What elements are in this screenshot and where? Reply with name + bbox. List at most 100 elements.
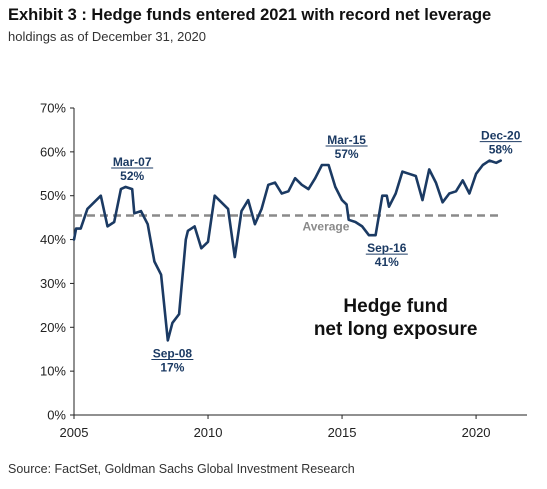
data-point	[153, 260, 156, 263]
data-point	[160, 273, 163, 276]
annotation-value: 17%	[160, 360, 184, 374]
x-tick-label: 2020	[462, 425, 491, 440]
annotation-date: Dec-20	[481, 129, 521, 143]
data-point	[73, 238, 75, 241]
data-point	[341, 199, 343, 202]
data-point	[171, 322, 174, 324]
data-point	[287, 190, 290, 193]
data-point	[124, 186, 127, 188]
data-point	[79, 227, 82, 230]
source-note: Source: FactSet, Goldman Sachs Global In…	[8, 462, 355, 476]
annotation-value: 52%	[120, 169, 144, 183]
data-point	[106, 225, 109, 228]
y-tick-label: 40%	[40, 232, 66, 247]
y-tick-label: 10%	[40, 364, 66, 379]
annotation-value: 57%	[335, 147, 359, 161]
data-point	[280, 192, 283, 195]
data-point	[240, 210, 243, 213]
y-tick-label: 60%	[40, 144, 66, 159]
data-point	[345, 203, 348, 206]
data-point	[193, 225, 196, 228]
data-point	[385, 194, 388, 197]
data-point	[354, 221, 357, 223]
data-point	[178, 313, 181, 315]
y-tick-label: 50%	[40, 188, 66, 203]
data-point	[213, 194, 216, 197]
data-point	[461, 179, 464, 182]
data-point	[184, 238, 187, 241]
annotation-value: 41%	[375, 255, 399, 269]
data-point	[414, 175, 417, 177]
data-point	[475, 172, 477, 175]
data-point	[75, 227, 77, 230]
chart-title: Exhibit 3 : Hedge funds entered 2021 wit…	[8, 6, 492, 24]
data-point	[394, 192, 397, 195]
data-point	[381, 194, 384, 197]
data-point	[361, 225, 364, 228]
data-point	[254, 223, 256, 226]
data-point	[448, 192, 451, 195]
inline-label-line: Hedge fund	[343, 296, 448, 317]
annotation-value: 58%	[489, 143, 513, 157]
annotation-date: Mar-07	[113, 155, 152, 169]
y-tick-label: 20%	[40, 320, 66, 335]
data-point	[200, 247, 203, 250]
data-point	[99, 194, 102, 197]
data-point	[347, 218, 350, 221]
data-point	[368, 234, 370, 237]
y-tick-label: 30%	[40, 276, 66, 291]
data-point	[307, 188, 310, 191]
data-point	[140, 210, 142, 213]
data-point	[455, 190, 457, 193]
data-point	[86, 208, 89, 210]
x-tick-label: 2015	[328, 425, 357, 440]
annotation-date: Sep-08	[153, 346, 193, 360]
series-line	[72, 159, 503, 342]
x-tick-label: 2005	[60, 425, 89, 440]
data-point	[401, 170, 404, 173]
data-point	[220, 201, 223, 204]
data-point	[294, 177, 296, 180]
data-point	[314, 177, 317, 180]
data-point	[267, 183, 270, 186]
data-point	[441, 201, 444, 204]
data-point	[495, 161, 498, 164]
annotation-date: Mar-15	[327, 133, 366, 147]
data-point	[468, 192, 471, 195]
data-point	[233, 256, 236, 258]
chart-subtitle: holdings as of December 31, 2020	[8, 29, 207, 44]
data-point	[374, 234, 377, 237]
data-point	[428, 168, 431, 171]
data-point	[207, 240, 209, 243]
data-point	[133, 212, 136, 215]
axes: 0% 10% 20% 30% 40% 50% 60% 70% 2005 2010 2015 2020	[40, 101, 527, 440]
data-point	[327, 164, 330, 166]
data-point	[435, 181, 437, 184]
data-point	[274, 181, 276, 184]
annotation-date: Sep-16	[367, 241, 407, 255]
data-point	[421, 199, 424, 202]
average-line-group: Average	[74, 214, 501, 233]
average-label: Average	[303, 219, 350, 233]
series-group	[72, 159, 503, 342]
data-point	[408, 172, 410, 175]
data-point	[499, 159, 502, 162]
data-point	[321, 164, 323, 166]
data-point	[388, 205, 390, 208]
y-tick-label: 0%	[47, 408, 66, 423]
x-tick-label: 2010	[194, 425, 223, 440]
data-point	[131, 188, 134, 191]
data-point	[488, 159, 491, 162]
data-point	[300, 183, 303, 186]
data-point	[113, 221, 116, 223]
data-point	[166, 339, 169, 342]
data-point	[260, 208, 263, 210]
data-point	[334, 186, 337, 188]
